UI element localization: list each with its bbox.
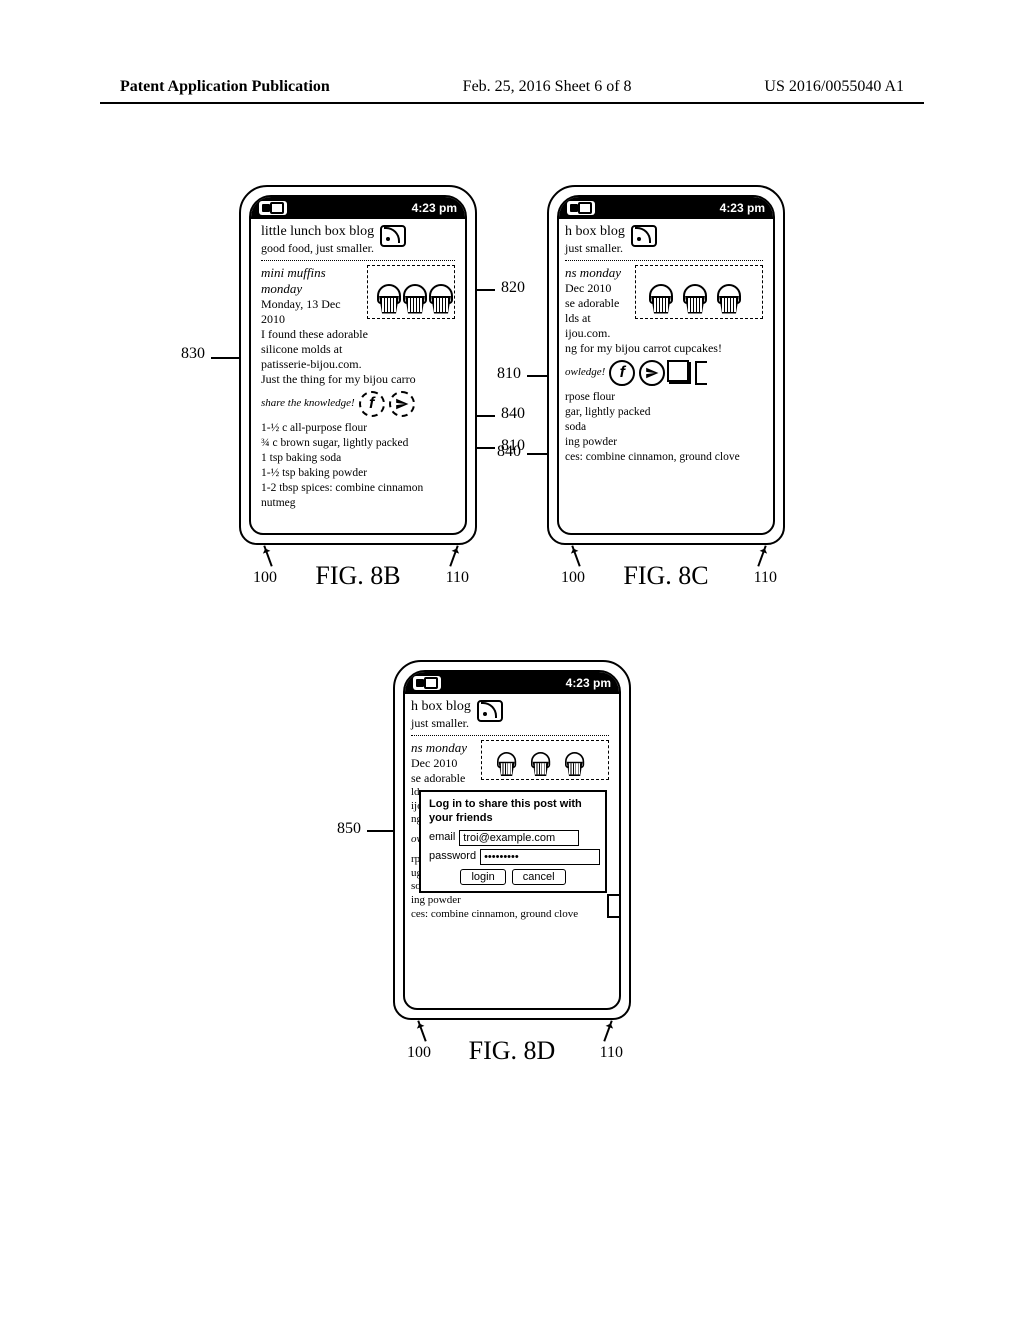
- ingredients-c: rpose flour gar, lightly packed soda ing…: [565, 390, 763, 465]
- ing-6: nutmeg: [261, 496, 455, 511]
- rss-icon-c[interactable]: [631, 225, 657, 247]
- sheet-label: Feb. 25, 2016 Sheet 6 of 8: [463, 78, 632, 96]
- blog-sub-d: just smaller.: [411, 716, 471, 731]
- screen-8d[interactable]: h box blog just smaller. ns monday: [405, 694, 619, 1008]
- ref-840: 840: [501, 405, 525, 423]
- cancel-button[interactable]: cancel: [512, 869, 566, 885]
- ref-110-d: 110: [600, 1044, 623, 1062]
- blog-title-d: h box blog: [411, 698, 471, 716]
- blog-title-c: h box blog: [565, 223, 625, 241]
- screen-8c[interactable]: h box blog just smaller. ns monday: [559, 219, 773, 533]
- ref-110-b: 110: [446, 569, 469, 587]
- share-row-c: owledge! f: [565, 360, 763, 386]
- page-header: Patent Application Publication Feb. 25, …: [0, 78, 1024, 96]
- body-c: patisserie-bijou.com.: [261, 357, 455, 372]
- ing-5: 1-2 tbsp spices: combine cinnamon: [261, 481, 455, 496]
- email-label: email: [429, 831, 455, 845]
- ing-1c: rpose flour: [565, 390, 763, 405]
- phone-8d: 4:23 pm h box blog just smaller.: [393, 660, 631, 1020]
- post-image-c: [635, 265, 763, 319]
- ref-840-c: 840: [497, 443, 521, 461]
- ing-5c: ces: combine cinnamon, ground clove: [565, 450, 763, 465]
- body-d: Just the thing for my bijou carro: [261, 372, 455, 387]
- ref-820: 820: [501, 279, 525, 297]
- share-send-icon[interactable]: [389, 391, 415, 417]
- rss-icon-d[interactable]: [477, 700, 503, 722]
- ing-2: ¾ c brown sugar, lightly packed: [261, 436, 455, 451]
- figures-bottom-row: 850 870d 4:23 pm h box blog just smaller…: [0, 660, 1024, 1070]
- password-field[interactable]: [480, 849, 600, 865]
- share-label-c: owledge!: [565, 366, 605, 380]
- status-time: 4:23 pm: [412, 201, 457, 215]
- post-image: [367, 265, 455, 319]
- figures-top-row: 830 820 840 810 870b 4:23 pm little lunc…: [0, 185, 1024, 595]
- fig-8c-foot: 100 FIG. 8C 110: [547, 545, 785, 595]
- body-a: I found these adorable: [261, 327, 455, 342]
- fig-8b-wrap: 830 820 840 810 870b 4:23 pm little lunc…: [239, 185, 477, 595]
- login-dialog: Log in to share this post with your frie…: [419, 790, 607, 893]
- divider-d: [411, 735, 609, 736]
- fig-8d-foot: 100 FIG. 8D 110: [393, 1020, 631, 1070]
- ing-4: 1-½ tsp baking powder: [261, 466, 455, 481]
- post-image-d: [481, 740, 609, 780]
- fig-8d-wrap: 850 870d 4:23 pm h box blog just smaller…: [393, 660, 631, 1070]
- share-facebook-icon-c[interactable]: f: [609, 360, 635, 386]
- blog-sub: good food, just smaller.: [261, 241, 374, 256]
- body-b: silicone molds at: [261, 342, 455, 357]
- status-icons-c: [567, 201, 595, 215]
- ing-3: 1 tsp baking soda: [261, 451, 455, 466]
- body-c-c: ijou.com.: [565, 326, 763, 341]
- pub-label: Patent Application Publication: [120, 78, 330, 96]
- share-more-icon-d[interactable]: [607, 894, 619, 918]
- fig-8b-foot: 100 FIG. 8B 110: [239, 545, 477, 595]
- screen-8b[interactable]: little lunch box blog good food, just sm…: [251, 219, 465, 533]
- divider: [261, 260, 455, 261]
- status-time-c: 4:23 pm: [720, 201, 765, 215]
- email-field[interactable]: [459, 830, 579, 846]
- ing-3c: soda: [565, 420, 763, 435]
- ing-4d: ing powder: [411, 894, 609, 908]
- ing-4c: ing powder: [565, 435, 763, 450]
- divider-c: [565, 260, 763, 261]
- ing-2c: gar, lightly packed: [565, 405, 763, 420]
- dialog-title: Log in to share this post with your frie…: [429, 798, 597, 826]
- blog-title: little lunch box blog: [261, 223, 374, 241]
- share-more-icon[interactable]: [695, 361, 707, 385]
- caption-8b: FIG. 8B: [239, 561, 477, 591]
- ingredients: 1-½ c all-purpose flour ¾ c brown sugar,…: [261, 421, 455, 511]
- phone-8c: 4:23 pm h box blog just smaller.: [547, 185, 785, 545]
- share-send-icon-c[interactable]: [639, 360, 665, 386]
- share-label: share the knowledge!: [261, 397, 355, 411]
- caption-8c: FIG. 8C: [547, 561, 785, 591]
- ing-5d: ces: combine cinnamon, ground clove: [411, 908, 609, 922]
- ref-810-c: 810: [497, 365, 521, 383]
- header-rule: [100, 102, 924, 104]
- status-icons-d: [413, 676, 441, 690]
- fig-8c-wrap: 810 840 870c 4:23 pm h box blog just sma…: [547, 185, 785, 595]
- status-time-d: 4:23 pm: [566, 676, 611, 690]
- rss-icon[interactable]: [380, 225, 406, 247]
- ref-850: 850: [337, 820, 361, 838]
- share-copy-icon[interactable]: [669, 362, 691, 384]
- phone-8b: 4:23 pm little lunch box blog good food,…: [239, 185, 477, 545]
- status-bar: 4:23 pm: [251, 197, 465, 219]
- status-bar-c: 4:23 pm: [559, 197, 773, 219]
- status-icons: [259, 201, 287, 215]
- login-button[interactable]: login: [460, 869, 505, 885]
- body-d-c: ng for my bijou carrot cupcakes!: [565, 341, 763, 356]
- share-row: share the knowledge! f: [261, 391, 455, 417]
- password-label: password: [429, 850, 476, 864]
- caption-8d: FIG. 8D: [393, 1036, 631, 1066]
- ref-110-c: 110: [754, 569, 777, 587]
- share-facebook-icon[interactable]: f: [359, 391, 385, 417]
- status-bar-d: 4:23 pm: [405, 672, 619, 694]
- ing-1: 1-½ c all-purpose flour: [261, 421, 455, 436]
- blog-sub-c: just smaller.: [565, 241, 625, 256]
- ref-830: 830: [181, 345, 205, 363]
- pub-number: US 2016/0055040 A1: [764, 78, 904, 96]
